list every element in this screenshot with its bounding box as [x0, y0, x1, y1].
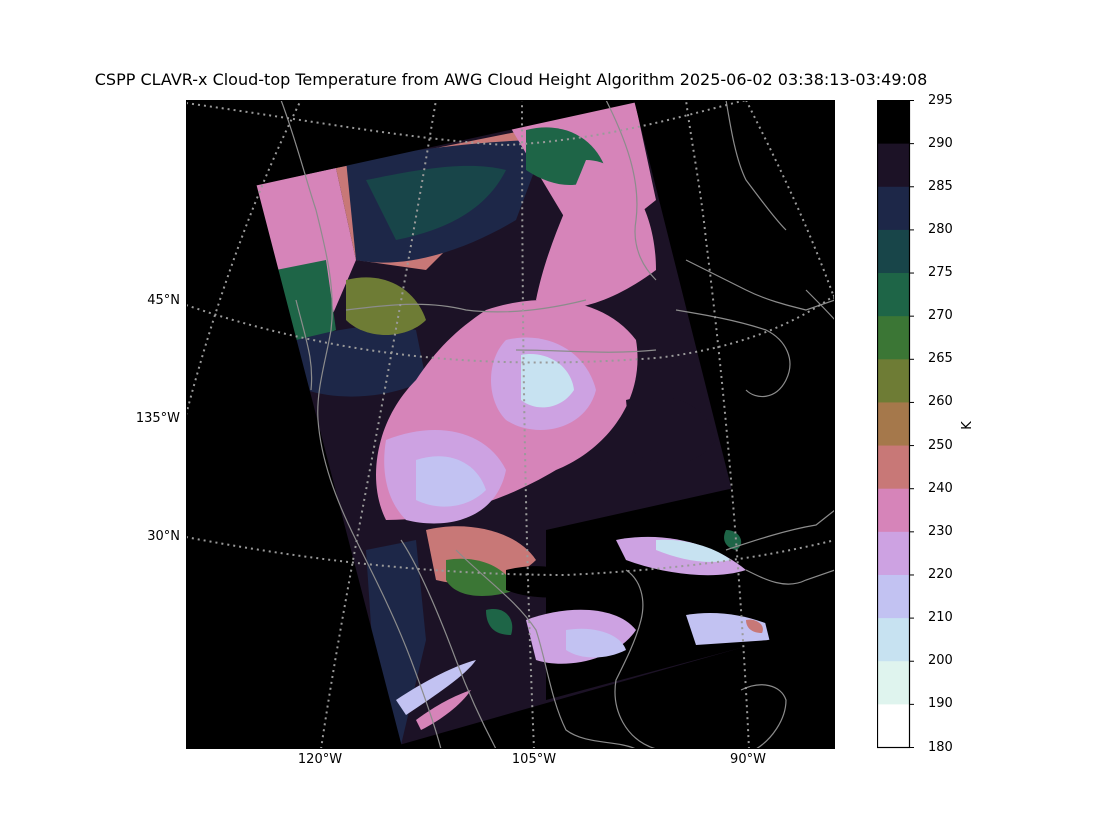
colorbar-bin-240-250	[877, 445, 910, 490]
colorbar-tick-label-280: 280	[928, 221, 953, 237]
plot-title: CSPP CLAVR-x Cloud-top Temperature from …	[94, 70, 928, 89]
colorbar-frame	[877, 100, 911, 749]
satellite-cloud-top-map	[186, 100, 835, 749]
graticule	[186, 100, 835, 749]
colorbar-tick-label-250: 250	[928, 437, 953, 453]
cloud-swath	[256, 102, 770, 745]
colorbar-tick-label-190: 190	[928, 696, 953, 712]
map-frame	[186, 100, 835, 749]
colorbar-bin-250-260	[877, 402, 910, 447]
colorbar-tick-label-200: 200	[928, 653, 953, 669]
colorbar-tick-label-290: 290	[928, 135, 953, 151]
colorbar-tick-label-240: 240	[928, 480, 953, 496]
lon-label-90w: 90°W	[730, 752, 766, 767]
colorbar-tick-label-285: 285	[928, 178, 953, 194]
colorbar-bin-280-285	[877, 186, 910, 231]
lat-label-30n: 30°N	[147, 529, 180, 544]
colorbar-bin-270-275	[877, 273, 910, 317]
colorbar-bin-220-230	[877, 531, 910, 576]
colorbar-tick-label-220: 220	[928, 566, 953, 582]
lat-label-45n: 45°N	[147, 293, 180, 308]
colorbar-units-label: K	[959, 421, 975, 430]
lon-label-120w: 120°W	[297, 752, 343, 767]
colorbar-bin-230-240	[877, 488, 910, 533]
colorbar-bin-180-190	[877, 704, 910, 748]
colorbar-tick-label-260: 260	[928, 394, 953, 410]
lon-label-135w: 135°W	[135, 411, 180, 426]
colorbar-bin-200-210	[877, 618, 910, 662]
colorbar	[877, 100, 914, 749]
colorbar-tick-label-265: 265	[928, 351, 953, 367]
colorbar-bin-210-220	[877, 574, 910, 619]
colorbar-bin-290-295	[877, 100, 910, 145]
colorbar-bin-260-265	[877, 359, 910, 403]
lon-label-105w: 105°W	[511, 752, 557, 767]
colorbar-tick-label-230: 230	[928, 523, 953, 539]
colorbar-tick-label-210: 210	[928, 610, 953, 626]
colorbar-bin-275-280	[877, 229, 910, 274]
colorbar-bin-285-290	[877, 143, 910, 188]
colorbar-tick-label-180: 180	[928, 739, 953, 755]
colorbar-tick-label-275: 275	[928, 265, 953, 281]
colorbar-tick-label-270: 270	[928, 308, 953, 324]
coastlines	[280, 100, 835, 749]
colorbar-tick-label-295: 295	[928, 92, 953, 108]
colorbar-bin-190-200	[877, 661, 910, 705]
colorbar-bin-265-270	[877, 316, 910, 360]
